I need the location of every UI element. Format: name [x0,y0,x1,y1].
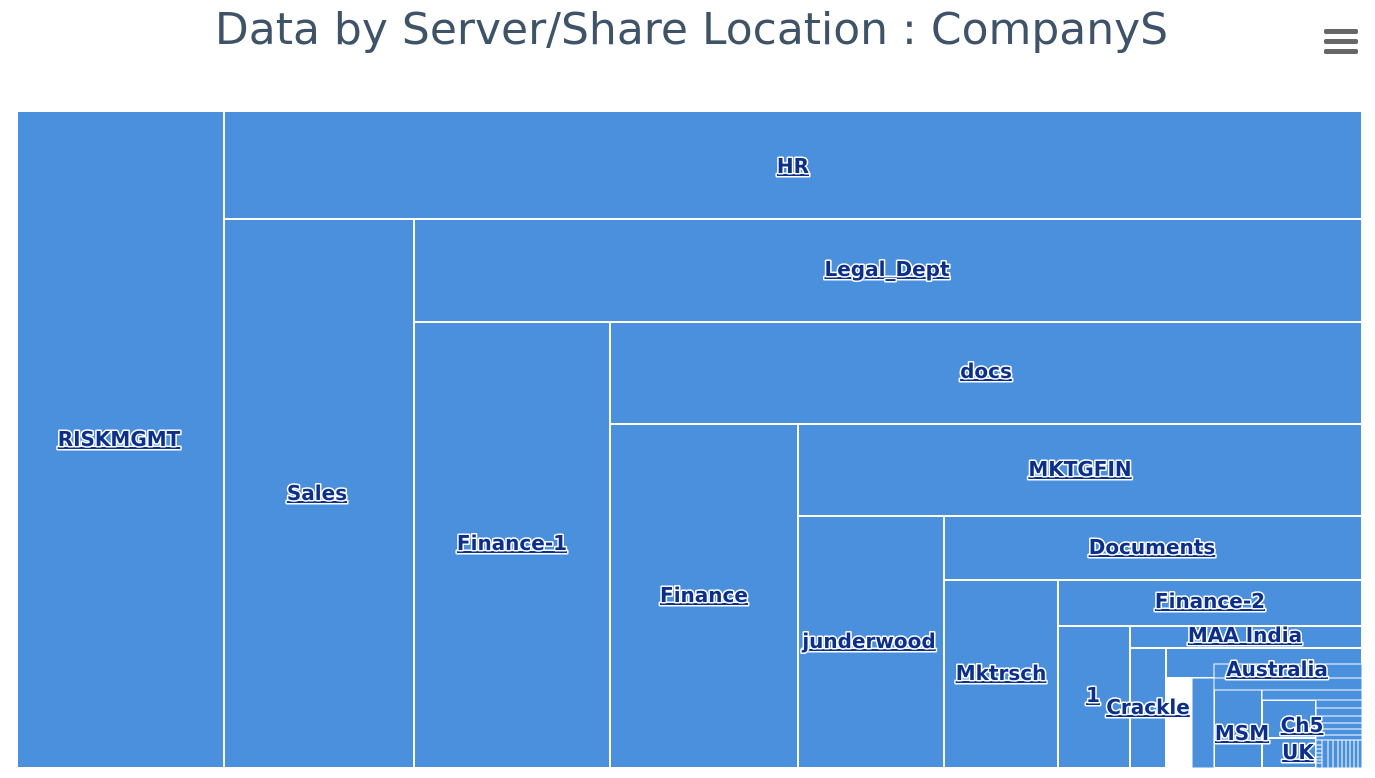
treemap-cell-sales[interactable] [223,218,415,769]
treemap-cell-1[interactable] [1057,625,1131,769]
treemap-label-legal-dept[interactable]: Legal_Dept [823,256,951,283]
treemap-label-riskmgmt[interactable]: RISKMGMT [56,426,182,453]
treemap-cell-small-4[interactable] [1261,689,1363,701]
treemap-label-australia[interactable]: Australia [1225,656,1330,683]
treemap-label-junderwood[interactable]: junderwood [800,628,937,655]
treemap-label-maa-india[interactable]: MAA India [1186,622,1303,649]
treemap-label-finance-1[interactable]: Finance-1 [455,530,568,557]
treemap-label-mktgfin[interactable]: MKTGFIN [1027,456,1133,483]
treemap-cell-small-19[interactable] [1327,739,1334,769]
treemap-label-msm[interactable]: MSM [1213,720,1270,747]
treemap-label-ch5[interactable]: Ch5 [1279,712,1325,739]
treemap-label-finance[interactable]: Finance [659,582,750,609]
treemap-cell-small-21[interactable] [1337,739,1343,769]
treemap-cell-small-5[interactable] [1315,699,1363,709]
treemap-cell-small-25[interactable] [1353,739,1359,769]
treemap-cell-small-22[interactable] [1341,739,1347,769]
treemap-label-mktrsch[interactable]: Mktrsch [954,660,1048,687]
treemap-label-docs[interactable]: docs [959,358,1014,385]
treemap-cell-crackle[interactable] [1129,647,1167,769]
treemap-cell-finance[interactable] [609,423,799,769]
treemap-cell-small-20[interactable] [1332,739,1339,769]
treemap-cell-small-18[interactable] [1321,739,1329,769]
treemap-label-finance-2[interactable]: Finance-2 [1153,588,1266,615]
treemap-cell-legal-dept[interactable] [413,218,1363,323]
treemap-cell-hr[interactable] [223,110,1363,220]
hamburger-menu-icon [1324,29,1358,54]
treemap-label-uk[interactable]: UK [1281,739,1317,766]
treemap-label-crackle[interactable]: Crackle [1105,694,1192,721]
treemap-label-documents[interactable]: Documents [1087,534,1217,561]
treemap-cell-docs[interactable] [609,321,1363,425]
treemap-cell-riskmgmt[interactable] [16,110,225,769]
treemap-cell-small-23[interactable] [1345,739,1351,769]
treemap-cell-mktrsch[interactable] [943,579,1059,769]
treemap-cell-mktgfin[interactable] [797,423,1363,517]
treemap-cell-small-24[interactable] [1349,739,1355,769]
treemap-label-1[interactable]: 1 [1085,682,1102,709]
treemap-label-hr[interactable]: HR [775,153,810,180]
treemap-cell-small-26[interactable] [1357,739,1363,769]
treemap-cell-documents[interactable] [943,515,1363,581]
treemap-label-sales[interactable]: Sales [285,480,348,507]
chart-title: Data by Server/Share Location : CompanyS [214,4,1169,55]
treemap-cell-small-1[interactable] [1191,677,1215,769]
chart-menu-button[interactable] [1322,26,1360,60]
treemap-cell-junderwood[interactable] [797,515,945,769]
